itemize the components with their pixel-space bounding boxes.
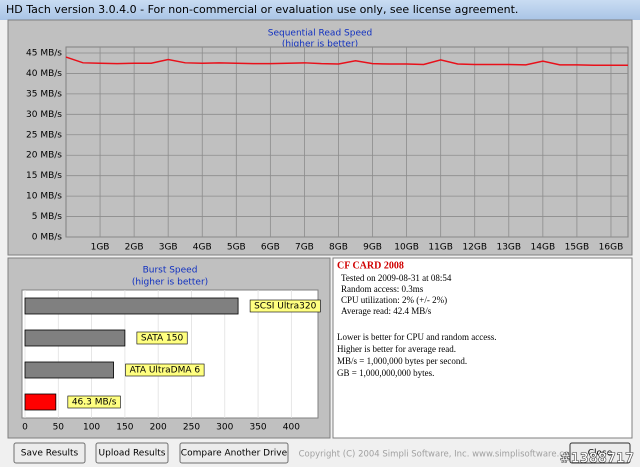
chart-title: Burst Speed <box>143 266 198 276</box>
save-button[interactable]: Save Results <box>13 442 86 464</box>
x-tick-label: 9GB <box>363 243 382 253</box>
bar-label: SATA 150 <box>141 334 184 344</box>
y-tick-label: 30 MB/s <box>26 110 62 120</box>
x-tick-label: 100 <box>83 423 100 433</box>
chart-subtitle: (higher is better) <box>282 40 358 50</box>
button-label[interactable]: Upload Results <box>99 449 166 459</box>
x-tick-label: 8GB <box>329 243 348 253</box>
x-tick-label: 4GB <box>193 243 212 253</box>
x-tick-label: 50 <box>53 423 65 433</box>
x-tick-label: 13GB <box>496 243 521 253</box>
x-tick-label: 11GB <box>428 243 453 253</box>
y-tick-label: 35 MB/s <box>26 89 62 99</box>
bar <box>24 361 114 379</box>
button-label[interactable]: Compare Another Drive <box>181 449 288 459</box>
chart-subtitle: (higher is better) <box>132 278 208 288</box>
plot-area <box>65 46 629 238</box>
x-tick-label: 3GB <box>159 243 178 253</box>
info-note: Higher is better for average read. <box>337 344 456 354</box>
x-tick-label: 5GB <box>227 243 246 253</box>
x-tick-label: 10GB <box>394 243 419 253</box>
y-tick-label: 10 MB/s <box>26 192 62 202</box>
button-label[interactable]: Close <box>588 449 613 459</box>
bar-label: ATA UltraDMA 6 <box>130 366 201 376</box>
watermark: #1388717 <box>560 452 634 467</box>
copyright: Copyright (C) 2004 Simpli Software, Inc.… <box>299 450 578 460</box>
y-tick-label: 45 MB/s <box>26 49 62 59</box>
info-stat: Tested on 2009-08-31 at 08:54 <box>341 273 452 283</box>
x-tick-label: 1GB <box>91 243 110 253</box>
info-note: Lower is better for CPU and random acces… <box>337 332 496 342</box>
label-box <box>67 395 121 409</box>
x-tick-label: 150 <box>116 423 133 433</box>
bar <box>24 329 126 347</box>
label-box <box>125 363 205 377</box>
drive-name: CF CARD 2008 <box>337 260 404 271</box>
button-frame[interactable] <box>569 442 631 464</box>
y-tick-label: 20 MB/s <box>26 151 62 161</box>
button-frame[interactable] <box>179 442 289 464</box>
window-title: HD Tach version 3.0.4.0 - For non-commer… <box>6 3 518 16</box>
title-bar <box>0 0 640 20</box>
x-tick-label: 12GB <box>462 243 487 253</box>
x-tick-label: 16GB <box>599 243 624 253</box>
label-box <box>136 331 188 345</box>
x-tick-label: 400 <box>283 423 300 433</box>
button-frame[interactable] <box>13 442 86 464</box>
info-stat: Average read: 42.4 MB/s <box>341 306 432 316</box>
x-tick-label: 250 <box>183 423 200 433</box>
upload-button[interactable]: Upload Results <box>95 442 169 464</box>
info-stat: CPU utilization: 2% (+/- 2%) <box>341 295 447 305</box>
x-tick-label: 15GB <box>565 243 590 253</box>
x-tick-label: 7GB <box>295 243 314 253</box>
close-button[interactable]: Close <box>569 442 631 464</box>
bar <box>24 393 57 411</box>
value-label: 46.3 MB/s <box>72 398 117 408</box>
x-tick-label: 350 <box>249 423 266 433</box>
x-tick-label: 300 <box>216 423 233 433</box>
y-tick-label: 40 MB/s <box>26 69 62 79</box>
bar-label: SCSI Ultra320 <box>254 302 317 312</box>
button-frame[interactable] <box>95 442 169 464</box>
compare-button[interactable]: Compare Another Drive <box>179 442 289 464</box>
y-tick-label: 0 MB/s <box>32 233 63 243</box>
x-tick-label: 0 <box>22 423 28 433</box>
y-tick-label: 15 MB/s <box>26 171 62 181</box>
info-note: MB/s = 1,000,000 bytes per second. <box>337 356 467 366</box>
info-panel <box>332 257 633 439</box>
y-tick-label: 25 MB/s <box>26 130 62 140</box>
y-tick-label: 5 MB/s <box>32 212 63 222</box>
chart-title: Sequential Read Speed <box>268 29 373 39</box>
series-line <box>65 56 628 67</box>
button-label[interactable]: Save Results <box>21 449 79 459</box>
label-box <box>249 299 321 313</box>
x-tick-label: 6GB <box>261 243 280 253</box>
info-note: GB = 1,000,000,000 bytes. <box>337 368 434 378</box>
x-tick-label: 14GB <box>531 243 556 253</box>
bar <box>24 297 239 315</box>
x-tick-label: 200 <box>150 423 167 433</box>
x-tick-label: 2GB <box>125 243 144 253</box>
info-stat: Random access: 0.3ms <box>341 284 424 294</box>
